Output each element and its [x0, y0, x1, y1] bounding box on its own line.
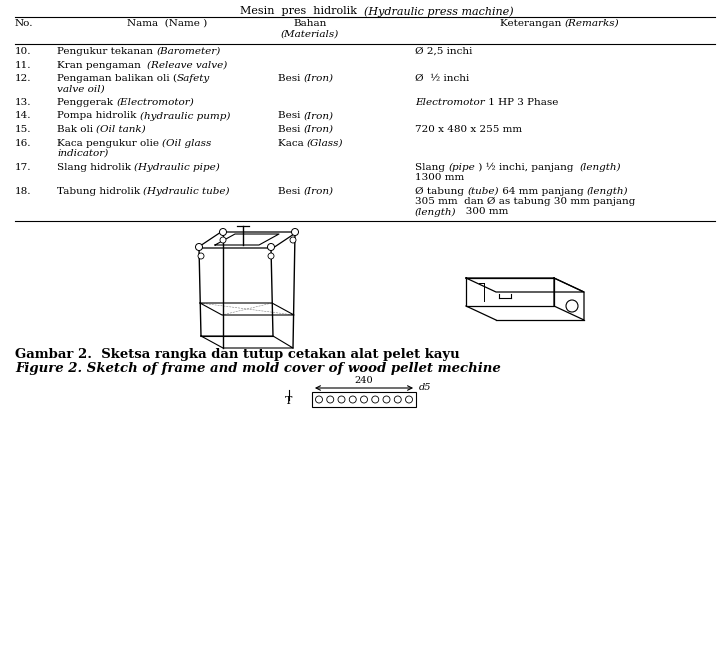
- Text: Pengaman balikan oli (: Pengaman balikan oli (: [57, 74, 177, 83]
- Text: Bak oli: Bak oli: [57, 125, 96, 134]
- Circle shape: [383, 396, 390, 403]
- Text: Besi: Besi: [278, 125, 304, 134]
- Text: 10.: 10.: [15, 47, 31, 56]
- Text: 13.: 13.: [15, 98, 31, 107]
- Text: (Glass): (Glass): [307, 139, 344, 148]
- Text: ) ½ inchi, panjang: ) ½ inchi, panjang: [475, 163, 580, 172]
- Circle shape: [198, 253, 204, 259]
- Text: valve oil): valve oil): [57, 84, 105, 93]
- Text: Besi: Besi: [278, 187, 304, 196]
- Text: 11.: 11.: [15, 60, 31, 69]
- Circle shape: [405, 396, 413, 403]
- Text: (Remarks): (Remarks): [565, 19, 620, 28]
- Text: 14.: 14.: [15, 111, 31, 121]
- Text: Safety: Safety: [177, 74, 210, 83]
- Text: 1300 mm: 1300 mm: [415, 173, 464, 182]
- Text: 18.: 18.: [15, 187, 31, 196]
- Text: Slang: Slang: [415, 163, 448, 172]
- Text: T: T: [285, 396, 293, 406]
- Text: (Hydraulic tube): (Hydraulic tube): [143, 187, 230, 196]
- Text: Ø tabung: Ø tabung: [415, 187, 467, 196]
- Circle shape: [566, 300, 578, 312]
- Circle shape: [268, 253, 274, 259]
- Text: Kaca: Kaca: [278, 139, 307, 148]
- Text: (length): (length): [415, 207, 456, 216]
- Text: (Oil glass: (Oil glass: [162, 139, 212, 148]
- Text: Mesin  pres  hidrolik: Mesin pres hidrolik: [240, 6, 364, 16]
- Text: (Releave valve): (Releave valve): [147, 60, 228, 69]
- Text: Figure 2. Sketch of frame and mold cover of wood pellet mechine: Figure 2. Sketch of frame and mold cover…: [15, 362, 501, 375]
- Bar: [312, 392, 416, 407]
- Circle shape: [338, 396, 345, 403]
- Text: (Iron): (Iron): [304, 111, 333, 121]
- Text: Slang hidrolik: Slang hidrolik: [57, 163, 134, 172]
- Text: 305 mm  dan Ø as tabung 30 mm panjang: 305 mm dan Ø as tabung 30 mm panjang: [415, 197, 636, 206]
- Text: Pengukur tekanan: Pengukur tekanan: [57, 47, 157, 56]
- Circle shape: [290, 237, 296, 243]
- Circle shape: [267, 244, 274, 251]
- Text: Bahan: Bahan: [293, 19, 327, 28]
- Text: 17.: 17.: [15, 163, 31, 172]
- Text: (length): (length): [580, 163, 622, 172]
- Text: (Hydraulic press machine): (Hydraulic press machine): [364, 6, 514, 17]
- Circle shape: [360, 396, 368, 403]
- Text: (pipe: (pipe: [448, 163, 475, 172]
- Circle shape: [315, 396, 323, 403]
- Text: 720 x 480 x 255 mm: 720 x 480 x 255 mm: [415, 125, 522, 134]
- Text: (Oil tank): (Oil tank): [96, 125, 146, 134]
- Circle shape: [196, 244, 202, 251]
- Text: (Iron): (Iron): [304, 74, 333, 83]
- Circle shape: [395, 396, 401, 403]
- Text: Nama  (Name ): Nama (Name ): [127, 19, 207, 28]
- Text: (Iron): (Iron): [304, 187, 333, 196]
- Text: (hydraulic pump): (hydraulic pump): [140, 111, 230, 121]
- Text: 1 HP 3 Phase: 1 HP 3 Phase: [485, 98, 558, 107]
- Text: 64 mm panjang: 64 mm panjang: [499, 187, 587, 196]
- Circle shape: [327, 396, 333, 403]
- Text: (Hydraulic pipe): (Hydraulic pipe): [134, 163, 220, 172]
- Circle shape: [291, 229, 298, 235]
- Text: Tabung hidrolik: Tabung hidrolik: [57, 187, 143, 196]
- Text: Ø  ½ inchi: Ø ½ inchi: [415, 74, 470, 83]
- Text: Electromotor: Electromotor: [415, 98, 485, 107]
- Text: (length): (length): [587, 187, 628, 196]
- Text: (Barometer): (Barometer): [157, 47, 221, 56]
- Circle shape: [220, 229, 226, 235]
- Circle shape: [372, 396, 379, 403]
- Text: (Electromotor): (Electromotor): [116, 98, 194, 107]
- Text: 15.: 15.: [15, 125, 31, 134]
- Text: Kaca pengukur olie: Kaca pengukur olie: [57, 139, 162, 148]
- Text: 12.: 12.: [15, 74, 31, 83]
- Text: (tube): (tube): [467, 187, 499, 196]
- Circle shape: [349, 396, 356, 403]
- Text: indicator): indicator): [57, 149, 108, 158]
- Circle shape: [220, 237, 226, 243]
- Text: Penggerak: Penggerak: [57, 98, 116, 107]
- Text: Gambar 2.  Sketsa rangka dan tutup cetakan alat pelet kayu: Gambar 2. Sketsa rangka dan tutup cetaka…: [15, 348, 459, 361]
- Text: Keterangan: Keterangan: [500, 19, 565, 28]
- Text: 300 mm: 300 mm: [456, 207, 509, 216]
- Text: 16.: 16.: [15, 139, 31, 148]
- Text: 240: 240: [355, 376, 373, 385]
- Text: No.: No.: [15, 19, 33, 28]
- Text: Besi: Besi: [278, 74, 304, 83]
- Text: Ø 2,5 inchi: Ø 2,5 inchi: [415, 47, 472, 56]
- Text: Pompa hidrolik: Pompa hidrolik: [57, 111, 140, 121]
- Text: d5: d5: [419, 384, 432, 393]
- Text: (Iron): (Iron): [304, 125, 333, 134]
- Text: Besi: Besi: [278, 111, 304, 121]
- Text: (Materials): (Materials): [281, 30, 339, 39]
- Text: Kran pengaman: Kran pengaman: [57, 60, 147, 69]
